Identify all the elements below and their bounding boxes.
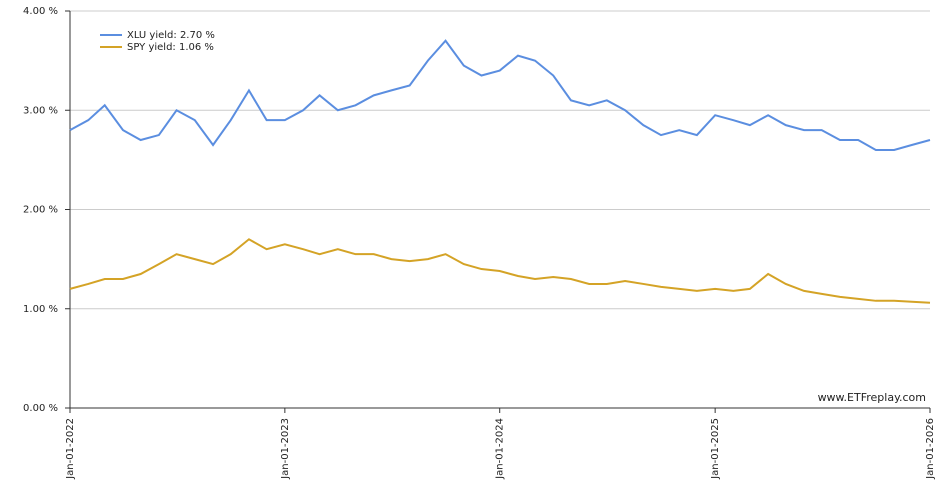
x-tick-label: Jan-01-2026	[925, 418, 936, 480]
legend-label: XLU yield: 2.70 %	[127, 30, 215, 41]
x-tick-label: Jan-01-2025	[710, 418, 721, 480]
legend-label: SPY yield: 1.06 %	[127, 42, 214, 53]
x-tick-label: Jan-01-2024	[495, 418, 506, 480]
y-tick-label: 2.00 %	[23, 205, 58, 216]
y-tick-label: 4.00 %	[23, 6, 58, 17]
x-tick-label: Jan-01-2022	[65, 418, 76, 480]
x-tick-label: Jan-01-2023	[280, 418, 291, 480]
series-line	[69, 238, 931, 304]
y-tick-label: 0.00 %	[23, 403, 58, 414]
y-tick-label: 3.00 %	[23, 105, 58, 116]
y-tick-label: 1.00 %	[23, 304, 58, 315]
watermark: www.ETFreplay.com	[818, 391, 926, 404]
series-line	[69, 39, 931, 151]
